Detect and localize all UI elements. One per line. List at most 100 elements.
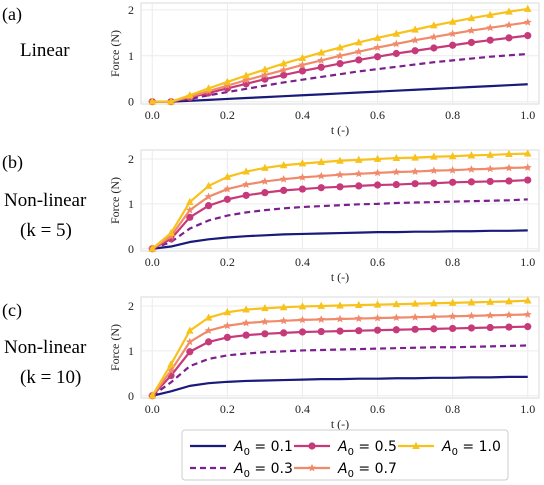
data-point xyxy=(411,25,419,33)
data-point xyxy=(467,178,476,186)
data-point xyxy=(448,298,457,306)
data-point xyxy=(223,195,231,203)
data-point xyxy=(204,181,213,189)
data-point xyxy=(280,186,288,194)
data-point xyxy=(373,154,382,162)
x-tick-label: 0.0 xyxy=(145,108,160,122)
data-point xyxy=(373,300,382,308)
data-point xyxy=(167,366,176,375)
data-point xyxy=(336,327,344,335)
data-point xyxy=(392,326,400,334)
data-point xyxy=(298,159,307,167)
y-axis-label: Force (N) xyxy=(108,177,122,224)
data-point xyxy=(298,302,307,310)
legend-entry: A0 = 0.3 xyxy=(190,461,293,480)
data-point xyxy=(148,97,157,105)
x-axis-label: t (-) xyxy=(331,270,349,284)
data-point xyxy=(280,329,288,337)
y-tick-label: 0 xyxy=(128,389,134,403)
data-point xyxy=(336,51,344,60)
data-point xyxy=(223,308,232,316)
data-point xyxy=(504,310,513,319)
data-point xyxy=(504,163,513,172)
data-point xyxy=(204,326,213,335)
x-tick-label: 0.8 xyxy=(445,108,460,122)
data-point xyxy=(411,153,419,161)
data-point xyxy=(411,325,419,333)
data-point xyxy=(486,323,494,332)
x-tick-label: 0.6 xyxy=(370,402,385,416)
data-point xyxy=(223,172,232,180)
panel-title-c-line2: (k = 10) xyxy=(20,367,81,388)
data-point xyxy=(486,10,494,18)
data-point xyxy=(336,43,344,51)
series-line xyxy=(151,198,528,250)
plot-area-b: 0.0 0.2 0.4 0.6 0.8 1.0 0 1 2 t (-) Force (N) xyxy=(108,149,540,284)
data-point xyxy=(373,53,382,61)
data-point xyxy=(223,333,231,341)
data-point xyxy=(204,84,213,92)
data-point xyxy=(336,60,344,68)
data-point xyxy=(392,39,401,48)
data-point xyxy=(242,331,250,339)
data-point xyxy=(354,155,363,163)
panel-title-b-line1: Non-linear xyxy=(4,190,87,211)
data-point xyxy=(505,323,513,331)
data-point xyxy=(167,228,175,236)
data-point xyxy=(505,34,513,42)
data-point xyxy=(260,177,269,185)
plot-frame xyxy=(140,296,540,399)
plot-area-a: 0.0 0.2 0.4 0.6 0.8 1.0 0 1 2 t (-) Force (N) xyxy=(108,2,540,137)
data-point xyxy=(486,177,494,186)
legend-label: A0 = 0.7 xyxy=(337,461,397,480)
data-point xyxy=(298,173,307,181)
x-tick-label: 0.8 xyxy=(445,255,460,269)
legend-frame xyxy=(181,429,509,481)
data-point xyxy=(242,71,250,79)
data-point xyxy=(260,317,269,326)
series-A01_0 xyxy=(148,296,532,399)
data-point xyxy=(261,330,269,338)
data-point xyxy=(298,67,307,75)
data-point xyxy=(242,191,250,199)
data-point xyxy=(467,324,476,332)
legend-entry: A0 = 0.7 xyxy=(294,461,397,480)
panel-c: (c) Non-linear (k = 10) 0.0 0.2 0.4 0.6 0.8 1… xyxy=(2,296,540,431)
data-point xyxy=(279,316,288,325)
data-point xyxy=(373,168,382,177)
data-point xyxy=(448,166,457,174)
data-point xyxy=(204,313,213,321)
data-point xyxy=(411,35,420,44)
data-point xyxy=(355,182,363,190)
data-point xyxy=(336,314,344,323)
data-point xyxy=(373,33,382,41)
y-axis-label: Force (N) xyxy=(108,324,122,371)
series-A00_1 xyxy=(152,229,528,250)
data-point xyxy=(242,305,250,313)
data-point xyxy=(261,65,269,73)
data-point xyxy=(430,325,438,333)
data-point xyxy=(261,163,269,171)
data-point xyxy=(261,189,269,197)
data-point xyxy=(317,301,326,309)
data-point xyxy=(298,60,307,69)
plot-frame xyxy=(140,149,540,252)
data-point xyxy=(486,23,495,32)
data-point xyxy=(167,97,175,105)
data-point xyxy=(411,47,419,55)
series-A00_3 xyxy=(151,198,528,250)
data-point xyxy=(486,164,495,173)
data-point xyxy=(336,156,344,164)
data-point xyxy=(148,391,157,399)
data-point xyxy=(317,315,326,323)
data-point xyxy=(148,244,157,252)
data-point xyxy=(354,47,363,56)
series-line xyxy=(152,83,528,103)
data-point xyxy=(242,75,251,84)
data-point xyxy=(467,13,476,22)
data-point xyxy=(467,311,476,320)
data-point xyxy=(449,41,457,49)
data-point xyxy=(279,161,288,169)
legend-entry: A0 = 0.1 xyxy=(190,439,293,458)
data-point xyxy=(392,153,401,162)
